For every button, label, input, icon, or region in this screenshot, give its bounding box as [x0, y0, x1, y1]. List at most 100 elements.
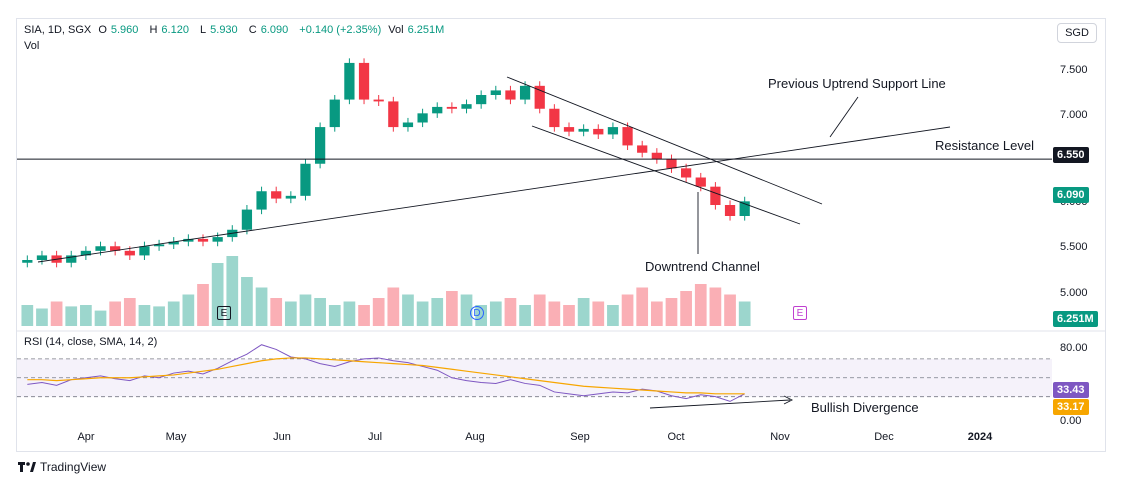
candle [666, 159, 677, 169]
volume-bar [358, 305, 370, 326]
symbol-header: SIA, 1D, SGX O 5.960 H 6.120 L 5.930 C 6.090… [24, 24, 452, 36]
rsi-ma-line [27, 357, 745, 395]
volume-bar [328, 305, 341, 326]
candle [300, 163, 311, 196]
time-tick: Sep [570, 431, 590, 443]
low-value: L 5.930 [200, 24, 238, 36]
candle [549, 108, 560, 128]
time-tick: Apr [77, 431, 95, 443]
candle [680, 168, 692, 178]
volume-bar [284, 301, 297, 326]
uptrend-support-line [37, 126, 951, 263]
earnings-event-icon[interactable]: E [217, 306, 231, 320]
volume-bar [270, 298, 283, 326]
candle [66, 255, 77, 263]
time-tick: Aug [465, 431, 485, 443]
candle [212, 237, 223, 242]
volume-bar [577, 298, 590, 326]
last-volume-badge: 6.251M [1053, 311, 1098, 327]
volume-bar [607, 305, 619, 326]
candle [490, 90, 501, 95]
price-tick: 7.500 [1060, 64, 1088, 76]
candle [124, 250, 135, 256]
price-tick: 5.000 [1060, 287, 1088, 299]
candle [271, 191, 282, 199]
last-price-badge: 6.090 [1053, 187, 1089, 203]
volume-bar [431, 298, 444, 326]
currency-button[interactable]: SGD [1057, 23, 1097, 43]
resistance-annotation[interactable]: Resistance Level [935, 138, 1034, 153]
volume-bar [592, 301, 605, 326]
time-tick: Jun [273, 431, 291, 443]
price-tick: 5.500 [1060, 241, 1088, 253]
dividend-event-icon[interactable]: D [470, 306, 484, 320]
future-earnings-event-icon[interactable]: E [793, 306, 807, 320]
candle [607, 127, 619, 135]
volume-bar [211, 263, 224, 326]
volume-bar [489, 301, 502, 326]
divergence-arrowhead [783, 395, 794, 405]
channel-lower-line [531, 125, 801, 225]
volume-bar [446, 291, 458, 326]
volume-bar [548, 301, 561, 326]
candle [710, 186, 721, 205]
candle [534, 85, 545, 109]
candle [593, 128, 604, 135]
volume-bar [167, 301, 180, 326]
uptrend-annotation[interactable]: Previous Uptrend Support Line [768, 76, 946, 91]
candle [344, 62, 355, 100]
volume-legend[interactable]: Vol [24, 40, 40, 52]
tradingview-logo[interactable]: TradingView [18, 460, 106, 474]
volume-bar [241, 277, 253, 326]
candle [563, 127, 575, 132]
change-value: +0.140 (+2.35%) [299, 24, 382, 36]
volume-bar [299, 294, 312, 326]
rsi-legend[interactable]: RSI (14, close, SMA, 14, 2) [24, 336, 158, 348]
time-tick: May [165, 431, 187, 443]
candle [402, 122, 414, 128]
candle [637, 145, 648, 153]
volume-value: Vol 6.251M [388, 24, 445, 36]
close-value: C 6.090 [248, 24, 289, 36]
candle [256, 191, 267, 210]
volume-bar [738, 301, 751, 326]
candle [314, 127, 326, 164]
volume-bar [665, 298, 678, 326]
divergence-line [649, 399, 791, 409]
uptrend-arrow [829, 96, 859, 138]
time-tick: Jul [367, 431, 383, 443]
channel-annotation[interactable]: Downtrend Channel [645, 259, 760, 274]
time-tick: Oct [667, 431, 685, 443]
rsi-ma-badge: 33.17 [1053, 399, 1089, 415]
volume-bar [504, 298, 517, 326]
volume-bar [563, 305, 575, 326]
brand-name: TradingView [40, 460, 107, 474]
candle [578, 128, 589, 132]
divergence-annotation[interactable]: Bullish Divergence [811, 400, 919, 415]
volume-bar [123, 298, 136, 326]
volume-bar [314, 298, 326, 326]
volume-bar [109, 301, 122, 326]
volume-bar [680, 291, 692, 326]
volume-bar [197, 284, 209, 326]
volume-bar [65, 306, 78, 326]
candle [651, 152, 662, 160]
candle [519, 85, 531, 100]
volume-bar [621, 294, 634, 326]
volume-bar [21, 305, 34, 326]
candle [168, 241, 179, 245]
time-tick: Dec [874, 431, 894, 443]
candle [95, 246, 106, 251]
volume-bar [182, 294, 195, 326]
volume-bar [724, 294, 736, 326]
symbol-name[interactable]: SIA, 1D, SGX [24, 24, 92, 36]
candle [139, 246, 150, 256]
volume-bar [138, 305, 151, 326]
rsi-tick: 80.00 [1060, 342, 1088, 354]
candle [739, 201, 750, 216]
open-value: O 5.960 [98, 24, 139, 36]
volume-bar [50, 301, 63, 326]
volume-bar [533, 294, 546, 326]
candle [110, 246, 121, 251]
